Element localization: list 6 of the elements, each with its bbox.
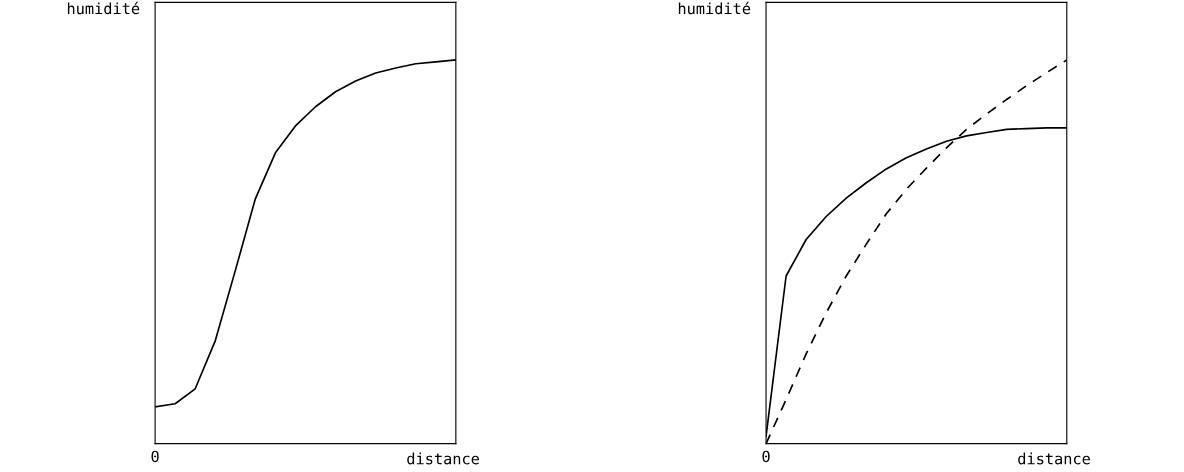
x-axis-title: distance	[1018, 452, 1090, 465]
text: 0	[151, 450, 159, 463]
y-axis-title: humidité	[678, 1, 751, 15]
y-axis-title: humidité	[67, 1, 140, 15]
text: 0	[762, 450, 770, 463]
x-axis-title: distance	[407, 452, 479, 465]
